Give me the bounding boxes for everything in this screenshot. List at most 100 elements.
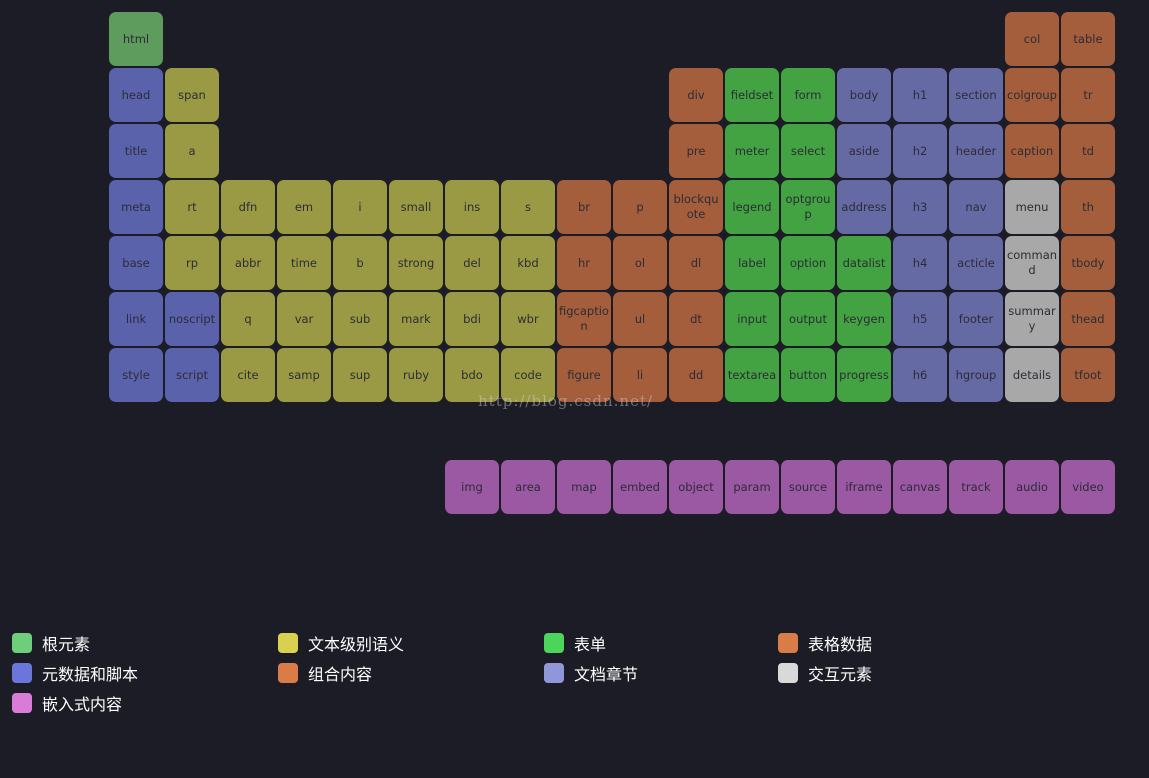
element-tile-rt[interactable]: rt (165, 180, 219, 234)
element-tile-source[interactable]: source (781, 460, 835, 514)
element-tile-h5[interactable]: h5 (893, 292, 947, 346)
element-tile-bdi[interactable]: bdi (445, 292, 499, 346)
element-tile-select[interactable]: select (781, 124, 835, 178)
element-tile-command[interactable]: command (1005, 236, 1059, 290)
element-tile-caption[interactable]: caption (1005, 124, 1059, 178)
element-tile-iframe[interactable]: iframe (837, 460, 891, 514)
element-tile-dd[interactable]: dd (669, 348, 723, 402)
element-tile-style[interactable]: style (109, 348, 163, 402)
element-tile-datalist[interactable]: datalist (837, 236, 891, 290)
element-tile-optgroup[interactable]: optgroup (781, 180, 835, 234)
element-tile-output[interactable]: output (781, 292, 835, 346)
element-tile-rp[interactable]: rp (165, 236, 219, 290)
element-tile-col[interactable]: col (1005, 12, 1059, 66)
element-tile-td[interactable]: td (1061, 124, 1115, 178)
element-tile-th[interactable]: th (1061, 180, 1115, 234)
element-tile-audio[interactable]: audio (1005, 460, 1059, 514)
element-tile-ol[interactable]: ol (613, 236, 667, 290)
element-tile-small[interactable]: small (389, 180, 443, 234)
element-tile-figure[interactable]: figure (557, 348, 611, 402)
element-tile-map[interactable]: map (557, 460, 611, 514)
element-tile-header[interactable]: header (949, 124, 1003, 178)
element-tile-mark[interactable]: mark (389, 292, 443, 346)
element-tile-meter[interactable]: meter (725, 124, 779, 178)
element-tile-code[interactable]: code (501, 348, 555, 402)
element-tile-abbr[interactable]: abbr (221, 236, 275, 290)
element-tile-h4[interactable]: h4 (893, 236, 947, 290)
element-tile-sup[interactable]: sup (333, 348, 387, 402)
element-tile-samp[interactable]: samp (277, 348, 331, 402)
element-tile-meta[interactable]: meta (109, 180, 163, 234)
element-tile-aside[interactable]: aside (837, 124, 891, 178)
element-tile-ul[interactable]: ul (613, 292, 667, 346)
element-tile-dfn[interactable]: dfn (221, 180, 275, 234)
element-tile-script[interactable]: script (165, 348, 219, 402)
element-tile-ruby[interactable]: ruby (389, 348, 443, 402)
element-tile-h6[interactable]: h6 (893, 348, 947, 402)
element-tile-footer[interactable]: footer (949, 292, 1003, 346)
element-tile-strong[interactable]: strong (389, 236, 443, 290)
element-tile-time[interactable]: time (277, 236, 331, 290)
element-tile-head[interactable]: head (109, 68, 163, 122)
element-tile-form[interactable]: form (781, 68, 835, 122)
element-tile-i[interactable]: i (333, 180, 387, 234)
element-tile-br[interactable]: br (557, 180, 611, 234)
element-tile-progress[interactable]: progress (837, 348, 891, 402)
element-tile-table[interactable]: table (1061, 12, 1115, 66)
element-tile-menu[interactable]: menu (1005, 180, 1059, 234)
element-tile-colgroup[interactable]: colgroup (1005, 68, 1059, 122)
element-tile-legend[interactable]: legend (725, 180, 779, 234)
element-tile-bdo[interactable]: bdo (445, 348, 499, 402)
element-tile-canvas[interactable]: canvas (893, 460, 947, 514)
element-tile-object[interactable]: object (669, 460, 723, 514)
element-tile-kbd[interactable]: kbd (501, 236, 555, 290)
element-tile-img[interactable]: img (445, 460, 499, 514)
element-tile-input[interactable]: input (725, 292, 779, 346)
element-tile-keygen[interactable]: keygen (837, 292, 891, 346)
element-tile-em[interactable]: em (277, 180, 331, 234)
element-tile-nav[interactable]: nav (949, 180, 1003, 234)
element-tile-figcaption[interactable]: figcaption (557, 292, 611, 346)
element-tile-section[interactable]: section (949, 68, 1003, 122)
element-tile-thead[interactable]: thead (1061, 292, 1115, 346)
element-tile-var[interactable]: var (277, 292, 331, 346)
element-tile-tfoot[interactable]: tfoot (1061, 348, 1115, 402)
element-tile-a[interactable]: a (165, 124, 219, 178)
element-tile-option[interactable]: option (781, 236, 835, 290)
element-tile-ins[interactable]: ins (445, 180, 499, 234)
element-tile-cite[interactable]: cite (221, 348, 275, 402)
element-tile-span[interactable]: span (165, 68, 219, 122)
element-tile-body[interactable]: body (837, 68, 891, 122)
element-tile-base[interactable]: base (109, 236, 163, 290)
element-tile-h2[interactable]: h2 (893, 124, 947, 178)
element-tile-h3[interactable]: h3 (893, 180, 947, 234)
element-tile-area[interactable]: area (501, 460, 555, 514)
element-tile-label[interactable]: label (725, 236, 779, 290)
element-tile-tbody[interactable]: tbody (1061, 236, 1115, 290)
element-tile-summary[interactable]: summary (1005, 292, 1059, 346)
element-tile-noscript[interactable]: noscript (165, 292, 219, 346)
element-tile-details[interactable]: details (1005, 348, 1059, 402)
element-tile-title[interactable]: title (109, 124, 163, 178)
element-tile-s[interactable]: s (501, 180, 555, 234)
element-tile-del[interactable]: del (445, 236, 499, 290)
element-tile-html[interactable]: html (109, 12, 163, 66)
element-tile-div[interactable]: div (669, 68, 723, 122)
element-tile-b[interactable]: b (333, 236, 387, 290)
element-tile-pre[interactable]: pre (669, 124, 723, 178)
element-tile-p[interactable]: p (613, 180, 667, 234)
element-tile-address[interactable]: address (837, 180, 891, 234)
element-tile-fieldset[interactable]: fieldset (725, 68, 779, 122)
element-tile-sub[interactable]: sub (333, 292, 387, 346)
element-tile-li[interactable]: li (613, 348, 667, 402)
element-tile-embed[interactable]: embed (613, 460, 667, 514)
element-tile-acticle[interactable]: acticle (949, 236, 1003, 290)
element-tile-blockquote[interactable]: blockquote (669, 180, 723, 234)
element-tile-tr[interactable]: tr (1061, 68, 1115, 122)
element-tile-textarea[interactable]: textarea (725, 348, 779, 402)
element-tile-hr[interactable]: hr (557, 236, 611, 290)
element-tile-hgroup[interactable]: hgroup (949, 348, 1003, 402)
element-tile-dl[interactable]: dl (669, 236, 723, 290)
element-tile-button[interactable]: button (781, 348, 835, 402)
element-tile-dt[interactable]: dt (669, 292, 723, 346)
